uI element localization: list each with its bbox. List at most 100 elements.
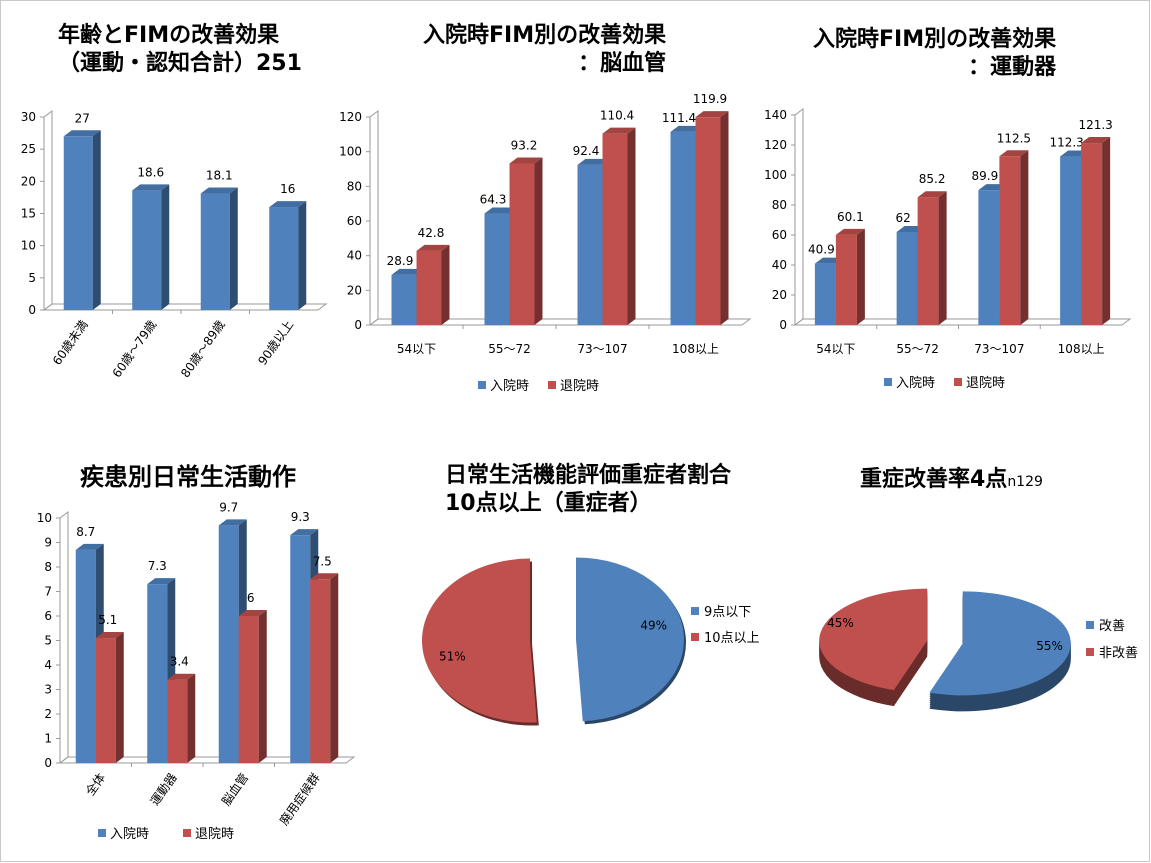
chart5-title: 日常生活機能評価重症者割合 10点以上（重症者） [445,463,732,516]
chart3-bar-side [856,228,865,325]
chart4-bar-top [95,632,124,639]
chart2-bar [602,133,628,325]
chart4-data-label: 6 [247,591,255,605]
chart4-data-label: 7.3 [148,559,167,573]
chart4-legend-swatch [98,829,106,837]
chart1-bar-side [298,201,307,310]
chart1-xtick-label: 80歳～89歳 [178,318,228,381]
chart2-data-label: 28.9 [387,254,414,268]
chart3-bar [917,197,939,325]
chart3-data-label: 62 [895,211,910,225]
chart4-bar-top [147,578,176,585]
chart6-title-suffix: n129 [1007,474,1043,490]
chart4-bar-side [115,632,124,763]
chart2-bar-top [577,158,611,165]
chart1-bar [269,207,299,310]
chart5-slice [575,557,684,722]
chart3-data-label: 60.1 [837,210,864,224]
chart4-bar [218,525,239,763]
chart2-data-label: 92.4 [573,144,600,158]
chart4-legend-swatch [183,829,191,837]
chart4-bar [95,638,116,763]
chart2-legend-swatch [478,381,486,389]
chart3-xtick-label: 108以上 [1058,342,1105,356]
chart2-bar [416,250,442,325]
chart2-bar [577,164,603,325]
chart4-xtick-label: 全体 [82,770,108,798]
chart3-bar-side [1102,137,1111,325]
chart3-bar-top [835,228,865,235]
chart4-legend-label: 退院時 [195,827,234,842]
chart3-ytick-label: 100 [764,168,787,182]
chart4-ytick-label: 0 [44,756,52,770]
chart4-bar-side [258,610,267,763]
chart4-bar-top [75,543,104,550]
chart3-side-wall [794,108,804,326]
chart5-legend-swatch [691,633,699,641]
chart2-ytick-label: 120 [339,110,362,124]
chart3-data-label: 121.3 [1078,118,1112,132]
chart3-ytick-label: 40 [772,258,787,272]
chart2-legend-swatch [548,381,556,389]
chart3-bar [999,156,1021,325]
chart4-xtick-label: 運動器 [148,771,180,809]
chart3-bar [814,263,836,325]
chart1-ytick-label: 15 [21,207,36,221]
chart4-bar [147,584,168,763]
chart5-slice-label: 51% [439,649,466,663]
chart1-ytick-label: 25 [21,142,36,156]
chart3-legend-label: 退院時 [966,376,1005,391]
chart6-slice [819,588,928,691]
chart2-bar-side [441,244,450,325]
chart3-bar-side [1020,150,1029,325]
chart2-bar-side [627,127,636,325]
chart3-bar [835,234,857,325]
chart6-legend-label: 非改善 [1099,645,1138,661]
chart4-ytick-label: 7 [44,585,52,599]
chart3-xtick-label: 73～107 [974,342,1024,356]
chart1-ytick-label: 0 [28,303,36,317]
chart6-legend-swatch [1086,621,1094,629]
chart6-slice-label: 45% [827,616,854,630]
chart1-xtick-label: 60歳～79歳 [110,318,160,381]
chart3-legend-label: 入院時 [896,376,935,391]
chart2-bar [670,131,696,325]
chart4-title: 疾患別日常生活動作 [80,463,296,491]
chart3-bar [896,232,918,325]
chart2-bar [391,274,417,325]
chart1-data-label: 18.1 [206,169,233,183]
chart2-ytick-label: 20 [347,283,362,297]
chart3-bar-top [999,150,1029,157]
chart3-data-label: 112.3 [1049,136,1083,150]
chart3-data-label: 89.9 [972,169,999,183]
chart2-bar [509,163,535,325]
chart2-side-wall [369,110,379,326]
chart2-data-label: 119.9 [693,92,727,106]
chart5-slice-label: 49% [640,619,667,633]
chart4-bar-top [218,519,247,526]
chart4-ytick-label: 5 [44,634,52,648]
chart4-ytick-label: 2 [44,707,52,721]
chart1-bar-top [269,201,307,208]
chart1-side-wall [43,110,53,311]
chart4-ytick-label: 6 [44,609,52,623]
chart2-data-label: 111.4 [662,111,696,125]
chart4-data-label: 9.7 [219,500,238,514]
chart4-ytick-label: 9 [44,536,52,550]
chart3-legend-swatch [884,378,892,386]
chart4-data-label: 8.7 [76,525,95,539]
chart3-bar-top [917,191,947,198]
chart2-bar-top [602,127,636,134]
chart4-ytick-label: 1 [44,732,52,746]
chart4-xtick-label: 廃用症候群 [276,770,323,828]
chart2-bar [484,213,510,325]
chart4-data-label: 9.3 [291,510,310,524]
chart4-bar-top [290,529,319,536]
chart4-data-label: 5.1 [98,613,117,627]
chart1-ytick-label: 20 [21,174,36,188]
chart2-ytick-label: 0 [354,318,362,332]
chart2-bar-top [509,157,543,164]
chart6-legend-label: 改善 [1099,618,1125,634]
chart2-bar-top [695,111,729,118]
